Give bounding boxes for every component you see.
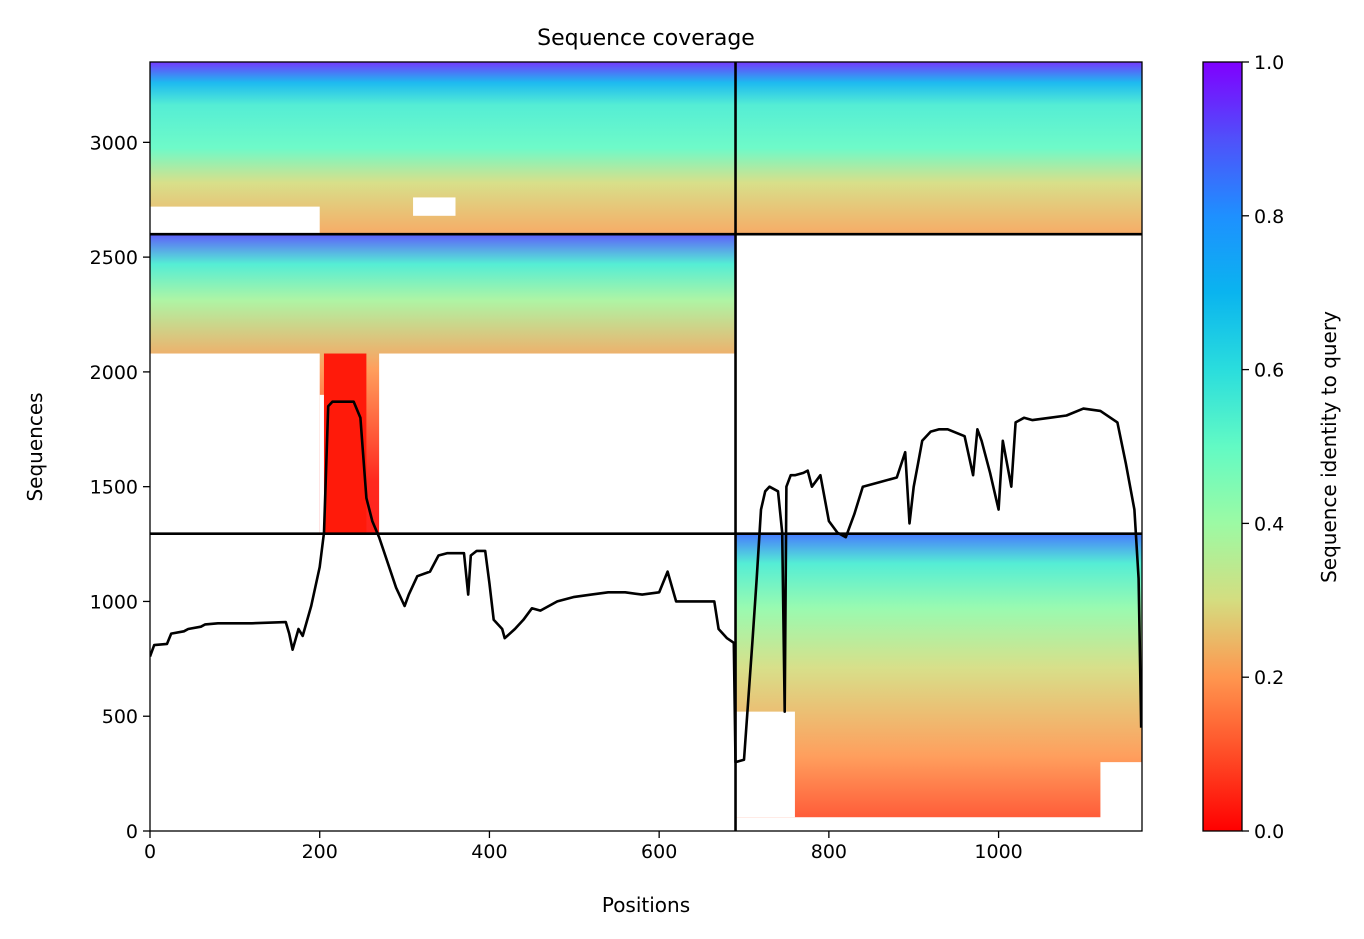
coverage-gap [735,711,795,818]
y-tick-label: 2500 [90,247,138,269]
y-tick-label: 2000 [90,362,138,384]
y-tick-label: 3000 [90,132,138,154]
heatmap-blocks [150,62,1142,831]
x-tick-label: 200 [302,841,338,863]
x-tick-label: 1000 [974,841,1022,863]
y-tick-label: 0 [126,821,138,843]
coverage-gap [413,197,456,216]
colorbar-ticks: 0.0 0.2 0.4 0.6 0.8 1.0 [1242,52,1284,843]
x-axis-label: Positions [602,893,690,917]
x-tick-label: 600 [641,841,677,863]
y-tick-label: 1000 [90,591,138,613]
colorbar-label: Sequence identity to query [1317,311,1341,583]
plot-area [149,61,1143,832]
coverage-gap [1100,762,1142,831]
heatmap-block [735,533,1142,831]
coverage-gap [150,353,320,534]
y-tick-label: 500 [102,706,138,728]
colorbar: 0.0 0.2 0.4 0.6 0.8 1.0 Sequence identity to … [1202,52,1341,843]
coverage-gap [379,353,736,534]
y-axis-label: Sequences [23,392,47,501]
y-tick-label: 1500 [90,477,138,499]
colorbar-tick-label: 0.2 [1254,667,1284,689]
colorbar-tick-label: 0.6 [1254,360,1284,382]
coverage-gap [735,817,1142,831]
colorbar-tick-label: 0.4 [1254,513,1284,535]
x-axis: 0 200 400 600 800 1000 [144,831,1023,863]
coverage-line [150,400,1142,764]
colorbar-tick-label: 1.0 [1254,52,1284,74]
x-tick-label: 800 [811,841,847,863]
y-axis: 0 500 1000 1500 2000 2500 3000 [90,132,150,843]
chart-title: Sequence coverage [537,26,755,51]
plot-frame [149,61,1143,832]
x-tick-label: 0 [144,841,156,863]
low-identity-core [323,353,367,534]
colorbar-ramp [1202,61,1243,832]
colorbar-tick-label: 0.0 [1254,821,1284,843]
colorbar-tick-label: 0.8 [1254,206,1284,228]
coverage-gap [150,206,320,235]
heatmap-block [150,62,1142,235]
x-tick-label: 400 [471,841,507,863]
